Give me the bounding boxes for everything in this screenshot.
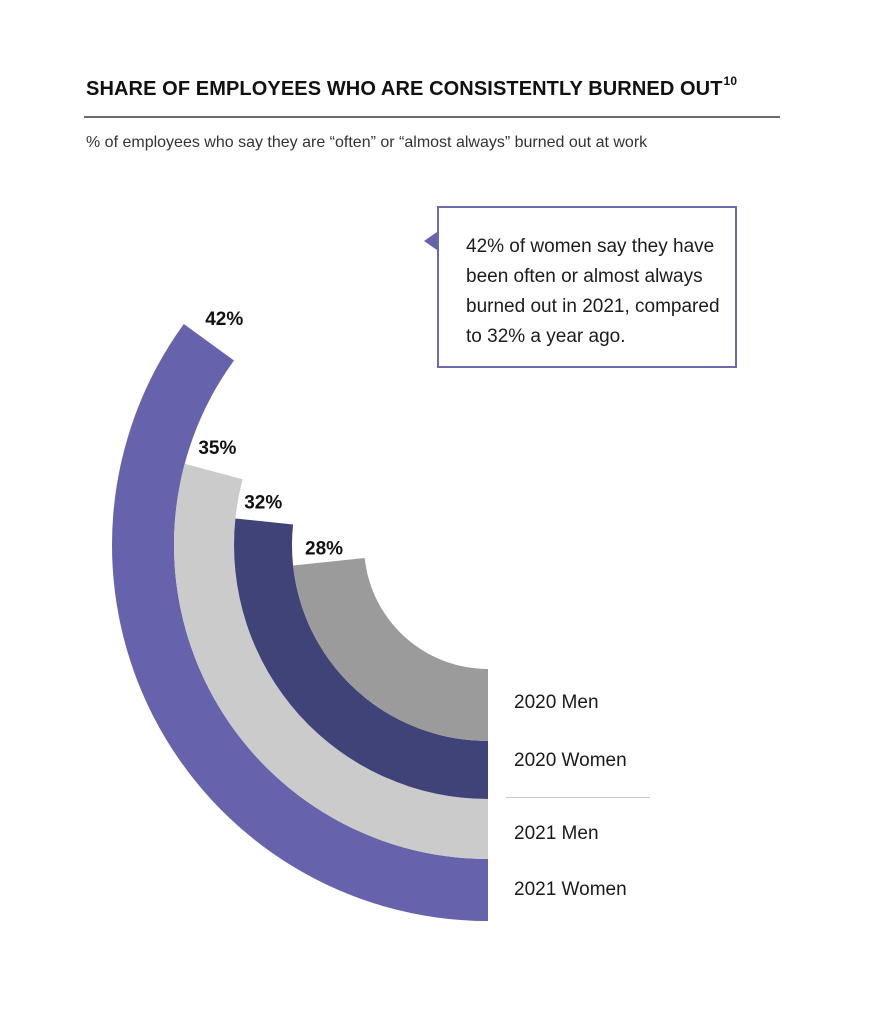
callout-box: 42% of women say they have been often or… (437, 206, 737, 368)
label-2020-women: 32% (244, 492, 282, 513)
arc-2021-men (174, 463, 488, 859)
legend-label-2020-women: 2020 Women (514, 750, 627, 771)
callout-pointer (424, 232, 437, 250)
arc-2020-men (293, 557, 488, 741)
title-rule (84, 116, 780, 118)
chart-subtitle: % of employees who say they are “often” … (86, 134, 648, 151)
label-2020-men: 28% (305, 538, 343, 559)
legend-label-2021-women: 2021 Women (514, 879, 627, 900)
chart-title-text: SHARE OF EMPLOYEES WHO ARE CONSISTENTLY … (86, 78, 723, 100)
arc-2021-women (111, 323, 488, 921)
callout-text: 42% of women say they have been often or… (466, 236, 720, 347)
label-2021-women: 42% (205, 309, 243, 330)
label-2021-men: 35% (198, 438, 236, 459)
legend-separator (506, 797, 650, 798)
title-footnote: 10 (723, 74, 738, 88)
chart-title: SHARE OF EMPLOYEES WHO ARE CONSISTENTLY … (86, 74, 786, 101)
legend-label-2020-men: 2020 Men (514, 692, 599, 713)
arc-2020-women (233, 518, 488, 799)
legend-label-2021-men: 2021 Men (514, 823, 599, 844)
